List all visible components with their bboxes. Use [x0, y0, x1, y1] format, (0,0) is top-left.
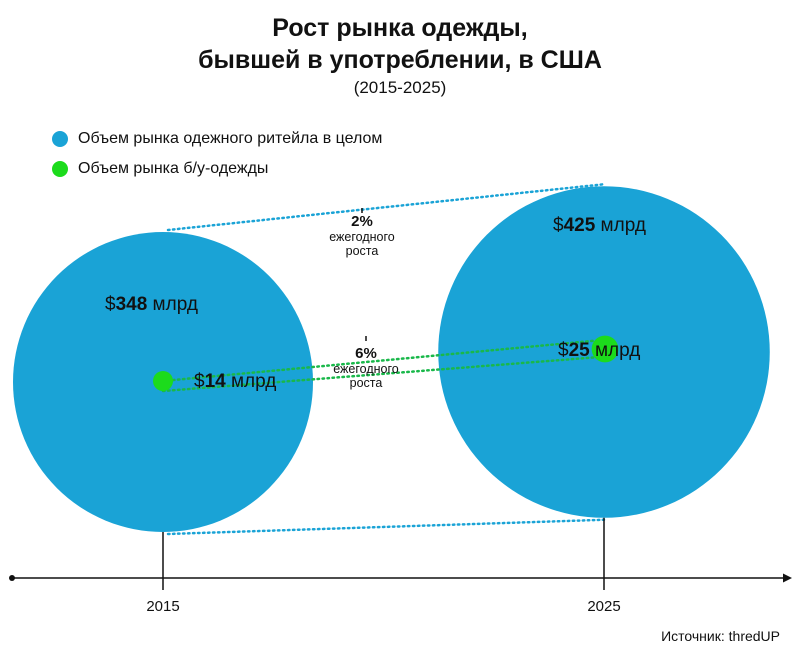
legend: Объем рынка одежного ритейла в целом Объ… — [52, 124, 382, 184]
growth-rate-caption-line1-2: ежегодного — [333, 362, 399, 376]
growth-rate-caption-line2-2: роста — [350, 376, 383, 390]
growth-rate-1: 2% — [351, 213, 373, 230]
growth-rate-caption-line2-1: роста — [346, 244, 379, 258]
legend-label-resale: Объем рынка б/у-одежды — [78, 160, 269, 177]
legend-swatch-resale — [52, 161, 68, 177]
timeline-arrow — [783, 573, 792, 583]
legend-item-total: Объем рынка одежного ритейла в целом — [52, 124, 382, 154]
chart-title: Рост рынка одежды, бывшей в употреблении… — [0, 12, 800, 76]
timeline-start-dot — [9, 575, 15, 581]
total-growth-line-top — [166, 182, 606, 232]
legend-item-resale: Объем рынка б/у-одежды — [52, 154, 382, 184]
resale-growth-line-top — [161, 339, 597, 383]
total-value-label-2015: $348 млрд — [105, 294, 198, 315]
resale-growth-line-bottom — [161, 356, 597, 393]
title-line-2: бывшей в употреблении, в США — [198, 46, 602, 74]
source-note: Источник: thredUP — [661, 628, 780, 644]
legend-swatch-total — [52, 131, 68, 147]
growth-rate-caption-line1-1: ежегодного — [329, 230, 395, 244]
total-growth-line-bottom — [166, 518, 606, 536]
resale-bubble-2025 — [591, 335, 619, 363]
year-label-2025: 2025 — [587, 598, 620, 615]
legend-label-total: Объем рынка одежного ритейла в целом — [78, 130, 383, 147]
title-line-1: Рост рынка одежды, — [272, 14, 528, 42]
total-value-label-2025: $425 млрд — [553, 215, 646, 236]
growth-rate-2: 6% — [355, 345, 377, 362]
resale-bubble-2015 — [153, 371, 173, 391]
year-label-2015: 2015 — [146, 598, 179, 615]
chart-subtitle: (2015-2025) — [353, 78, 447, 97]
resale-value-label-2025: $25 млрд — [558, 340, 640, 361]
resale-value-label-2015: $14 млрд — [194, 371, 276, 392]
